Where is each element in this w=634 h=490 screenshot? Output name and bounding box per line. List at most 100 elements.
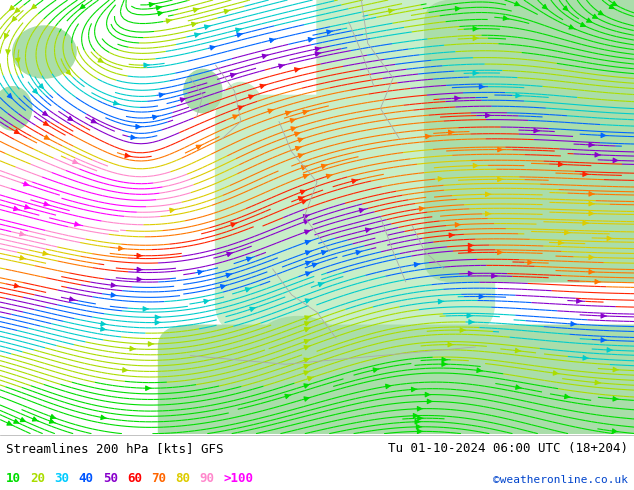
FancyArrowPatch shape	[12, 17, 16, 21]
FancyArrowPatch shape	[613, 368, 619, 372]
FancyArrowPatch shape	[290, 119, 296, 123]
FancyArrowPatch shape	[301, 190, 306, 194]
FancyArrowPatch shape	[427, 399, 433, 404]
FancyArrowPatch shape	[571, 321, 576, 326]
FancyArrowPatch shape	[586, 18, 592, 22]
FancyArrowPatch shape	[515, 348, 521, 353]
FancyArrowPatch shape	[25, 205, 30, 209]
FancyArrowPatch shape	[231, 223, 237, 227]
FancyArrowPatch shape	[307, 376, 314, 381]
FancyArrowPatch shape	[295, 132, 301, 136]
FancyArrowPatch shape	[111, 283, 117, 287]
Text: Streamlines 200 hPa [kts] GFS: Streamlines 200 hPa [kts] GFS	[6, 442, 224, 455]
FancyArrowPatch shape	[598, 11, 603, 15]
FancyArrowPatch shape	[304, 230, 311, 234]
FancyArrowPatch shape	[498, 250, 503, 255]
FancyArrowPatch shape	[607, 348, 612, 352]
FancyArrowPatch shape	[295, 68, 301, 72]
Ellipse shape	[260, 317, 336, 360]
FancyArrowPatch shape	[613, 158, 619, 163]
Text: ©weatheronline.co.uk: ©weatheronline.co.uk	[493, 475, 628, 486]
FancyArrowPatch shape	[448, 130, 454, 135]
FancyArrowPatch shape	[144, 63, 150, 68]
FancyArrowPatch shape	[298, 196, 304, 201]
FancyArrowPatch shape	[14, 419, 18, 423]
FancyArrowPatch shape	[16, 58, 20, 63]
FancyArrowPatch shape	[442, 357, 448, 362]
Ellipse shape	[355, 251, 431, 286]
FancyArrowPatch shape	[238, 106, 244, 110]
Ellipse shape	[13, 26, 76, 78]
FancyArrowPatch shape	[304, 340, 310, 343]
FancyArrowPatch shape	[4, 33, 9, 38]
FancyArrowPatch shape	[389, 9, 394, 13]
FancyArrowPatch shape	[308, 38, 314, 42]
FancyArrowPatch shape	[373, 368, 379, 372]
FancyArrowPatch shape	[303, 174, 309, 178]
FancyArrowPatch shape	[304, 365, 310, 368]
FancyArrowPatch shape	[455, 222, 461, 227]
Text: >100: >100	[223, 472, 253, 486]
FancyArrowPatch shape	[305, 299, 311, 303]
FancyArrowPatch shape	[613, 396, 619, 401]
FancyArrowPatch shape	[230, 73, 236, 77]
FancyArrowPatch shape	[559, 162, 564, 167]
FancyArrowPatch shape	[137, 253, 143, 258]
Ellipse shape	[184, 70, 222, 113]
FancyArrowPatch shape	[460, 328, 465, 332]
FancyArrowPatch shape	[111, 293, 117, 297]
FancyArrowPatch shape	[39, 84, 44, 89]
FancyArrowPatch shape	[15, 129, 19, 133]
FancyArrowPatch shape	[180, 98, 186, 102]
FancyArrowPatch shape	[236, 28, 242, 32]
FancyArrowPatch shape	[158, 11, 164, 16]
FancyArrowPatch shape	[131, 135, 136, 140]
FancyArrowPatch shape	[304, 321, 311, 326]
FancyArrowPatch shape	[49, 419, 55, 423]
FancyArrowPatch shape	[486, 192, 491, 196]
FancyArrowPatch shape	[245, 288, 251, 292]
FancyArrowPatch shape	[7, 421, 12, 425]
FancyArrowPatch shape	[486, 212, 491, 216]
FancyArrowPatch shape	[42, 111, 48, 116]
FancyArrowPatch shape	[553, 371, 559, 375]
FancyArrowPatch shape	[315, 47, 321, 51]
FancyArrowPatch shape	[607, 236, 612, 241]
FancyArrowPatch shape	[589, 201, 595, 206]
FancyArrowPatch shape	[589, 192, 595, 196]
FancyArrowPatch shape	[589, 143, 595, 147]
FancyArrowPatch shape	[43, 251, 49, 255]
FancyArrowPatch shape	[75, 222, 81, 226]
FancyArrowPatch shape	[304, 371, 310, 375]
FancyArrowPatch shape	[477, 368, 482, 372]
Text: 20: 20	[30, 472, 46, 486]
FancyArrowPatch shape	[589, 255, 595, 260]
FancyArrowPatch shape	[609, 4, 614, 8]
Ellipse shape	[0, 87, 32, 130]
FancyArrowPatch shape	[298, 138, 304, 142]
FancyArrowPatch shape	[101, 327, 107, 331]
FancyArrowPatch shape	[159, 93, 165, 97]
FancyArrowPatch shape	[418, 416, 424, 420]
FancyArrowPatch shape	[155, 315, 161, 319]
FancyArrowPatch shape	[601, 338, 607, 342]
FancyArrowPatch shape	[306, 251, 311, 255]
FancyArrowPatch shape	[559, 241, 564, 245]
FancyArrowPatch shape	[413, 414, 419, 418]
FancyArrowPatch shape	[595, 380, 600, 385]
FancyArrowPatch shape	[438, 299, 444, 304]
FancyArrowPatch shape	[20, 232, 25, 236]
FancyArrowPatch shape	[467, 314, 472, 318]
FancyArrowPatch shape	[583, 221, 588, 225]
FancyArrowPatch shape	[81, 4, 85, 9]
FancyArrowPatch shape	[279, 64, 285, 69]
FancyArrowPatch shape	[321, 164, 327, 169]
FancyBboxPatch shape	[317, 0, 507, 217]
FancyArrowPatch shape	[119, 246, 124, 250]
FancyArrowPatch shape	[301, 166, 307, 170]
FancyArrowPatch shape	[469, 248, 474, 252]
FancyArrowPatch shape	[304, 220, 310, 224]
FancyArrowPatch shape	[359, 208, 365, 213]
FancyBboxPatch shape	[425, 0, 634, 282]
FancyArrowPatch shape	[473, 26, 479, 31]
